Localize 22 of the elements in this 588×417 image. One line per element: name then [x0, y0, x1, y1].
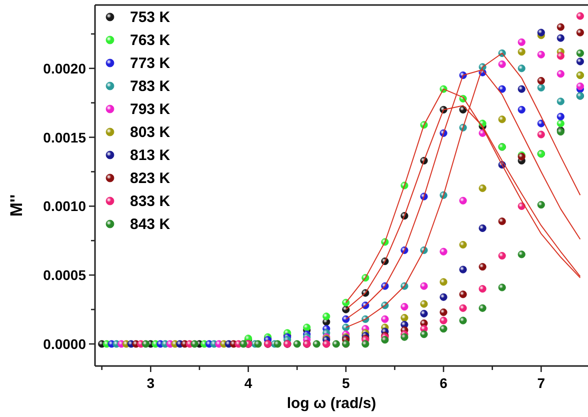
legend-label: 813 K	[130, 147, 170, 164]
y-tick-label: 0.0000	[43, 336, 86, 352]
legend-label: 843 K	[130, 216, 170, 233]
x-tick-label: 6	[440, 375, 448, 391]
y-tick-label: 0.0005	[43, 267, 86, 284]
x-tick-label: 3	[146, 375, 155, 391]
x-tick-label: 7	[537, 375, 546, 391]
legend-label: 773 K	[130, 55, 170, 72]
legend-label: 783 K	[130, 78, 170, 95]
y-tick-label: 0.0010	[43, 198, 86, 214]
y-tick-label: 0.0015	[43, 129, 86, 146]
y-tick-label: 0.0020	[43, 60, 86, 76]
x-tick-label: 4	[244, 375, 252, 391]
legend-label: 803 K	[130, 124, 170, 141]
legend-label: 753 K	[130, 9, 170, 26]
legend-label: 763 K	[130, 32, 170, 49]
legend-label: 793 K	[130, 101, 170, 118]
legend-label: 833 K	[130, 193, 170, 210]
y-axis-title: M''	[7, 194, 26, 217]
x-tick-label: 5	[342, 375, 350, 391]
legend-label: 823 K	[130, 170, 170, 187]
x-axis-title: log ω (rad/s)	[286, 395, 376, 412]
